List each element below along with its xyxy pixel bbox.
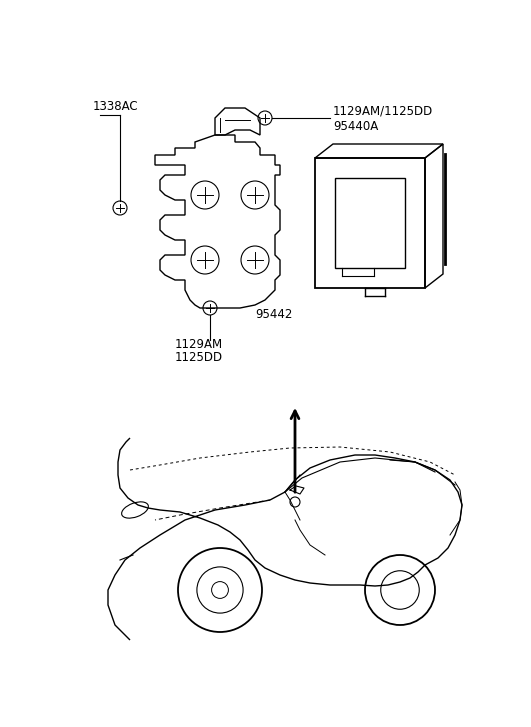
Text: 1129AM: 1129AM [175, 338, 223, 351]
Text: 1125DD: 1125DD [175, 351, 223, 364]
Bar [335, 178, 405, 268]
Bar [315, 158, 425, 288]
Text: 95440A: 95440A [333, 120, 378, 133]
Text: 1129AM/1125DD: 1129AM/1125DD [333, 104, 433, 117]
Text: 1338AC: 1338AC [93, 100, 139, 113]
Text: 95442: 95442 [255, 308, 293, 321]
